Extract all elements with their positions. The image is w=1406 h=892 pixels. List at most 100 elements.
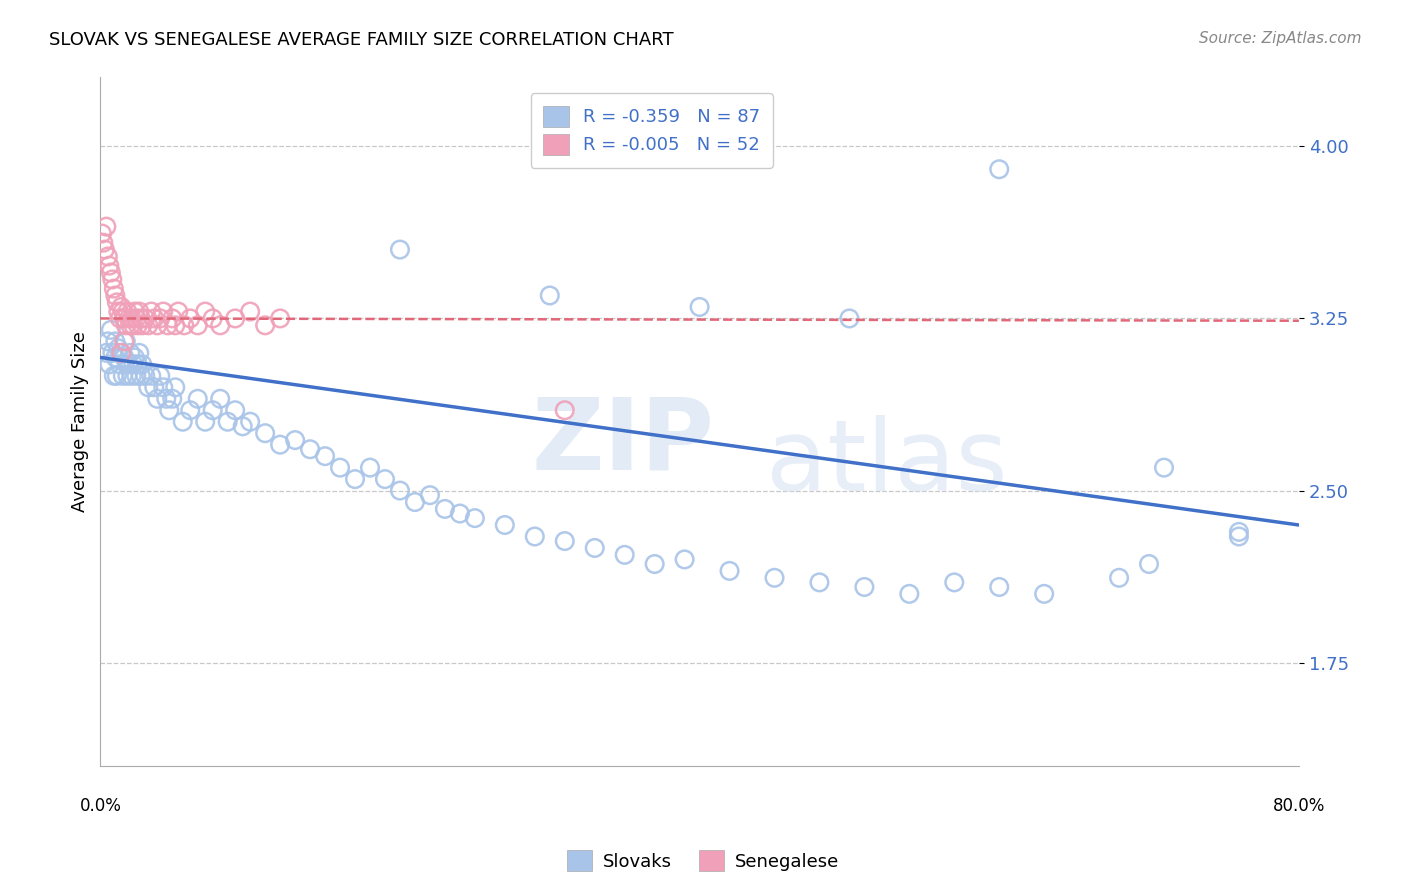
Point	[808, 575, 831, 590]
Point	[374, 472, 396, 486]
Point	[179, 311, 201, 326]
Point	[201, 403, 224, 417]
Point	[117, 368, 139, 383]
Point	[404, 495, 426, 509]
Point	[583, 541, 606, 555]
Point	[118, 311, 141, 326]
Point	[120, 318, 142, 333]
Point	[107, 304, 129, 318]
Point	[127, 318, 149, 333]
Point	[988, 580, 1011, 594]
Point	[194, 415, 217, 429]
Legend: R = -0.359   N = 87, R = -0.005   N = 52: R = -0.359 N = 87, R = -0.005 N = 52	[530, 94, 773, 168]
Point	[269, 438, 291, 452]
Point	[100, 323, 122, 337]
Text: 0.0%: 0.0%	[79, 797, 121, 814]
Point	[96, 219, 118, 234]
Text: SLOVAK VS SENEGALESE AVERAGE FAMILY SIZE CORRELATION CHART: SLOVAK VS SENEGALESE AVERAGE FAMILY SIZE…	[49, 31, 673, 49]
Point	[388, 243, 411, 257]
Point	[105, 368, 128, 383]
Text: ZIP: ZIP	[531, 394, 714, 491]
Point	[239, 415, 262, 429]
Point	[114, 334, 136, 349]
Point	[129, 368, 152, 383]
Point	[209, 392, 232, 406]
Legend: Slovaks, Senegalese: Slovaks, Senegalese	[560, 843, 846, 879]
Text: 80.0%: 80.0%	[1272, 797, 1324, 814]
Point	[111, 368, 134, 383]
Point	[269, 311, 291, 326]
Point	[97, 334, 120, 349]
Point	[314, 449, 336, 463]
Text: Source: ZipAtlas.com: Source: ZipAtlas.com	[1198, 31, 1361, 46]
Point	[112, 311, 135, 326]
Point	[152, 304, 174, 318]
Point	[201, 311, 224, 326]
Point	[172, 415, 194, 429]
Point	[129, 311, 152, 326]
Point	[131, 318, 153, 333]
Point	[359, 460, 381, 475]
Point	[167, 304, 190, 318]
Point	[187, 392, 209, 406]
Point	[104, 288, 127, 302]
Point	[187, 318, 209, 333]
Point	[134, 311, 156, 326]
Point	[209, 318, 232, 333]
Point	[179, 403, 201, 417]
Point	[162, 311, 184, 326]
Point	[763, 571, 786, 585]
Point	[538, 288, 561, 302]
Point	[104, 351, 127, 365]
Point	[943, 575, 966, 590]
Point	[838, 311, 860, 326]
Point	[165, 380, 187, 394]
Point	[554, 534, 576, 549]
Point	[194, 304, 217, 318]
Point	[98, 259, 121, 273]
Point	[134, 368, 156, 383]
Point	[103, 282, 125, 296]
Point	[128, 346, 150, 360]
Point	[284, 433, 307, 447]
Point	[464, 511, 486, 525]
Point	[128, 304, 150, 318]
Point	[143, 311, 166, 326]
Point	[108, 311, 131, 326]
Point	[613, 548, 636, 562]
Point	[344, 472, 367, 486]
Text: atlas: atlas	[765, 415, 1007, 511]
Point	[118, 357, 141, 371]
Point	[104, 334, 127, 349]
Point	[162, 392, 184, 406]
Point	[108, 357, 131, 371]
Point	[718, 564, 741, 578]
Point	[121, 311, 143, 326]
Point	[112, 334, 135, 349]
Point	[224, 311, 246, 326]
Point	[523, 529, 546, 543]
Point	[173, 318, 195, 333]
Point	[122, 318, 145, 333]
Point	[146, 318, 169, 333]
Point	[107, 341, 129, 355]
Point	[90, 227, 112, 241]
Point	[127, 357, 149, 371]
Point	[125, 368, 148, 383]
Point	[141, 304, 163, 318]
Point	[254, 426, 277, 441]
Y-axis label: Average Family Size: Average Family Size	[72, 331, 89, 512]
Point	[103, 368, 125, 383]
Point	[494, 518, 516, 533]
Point	[98, 357, 121, 371]
Point	[100, 266, 122, 280]
Point	[433, 502, 456, 516]
Point	[110, 300, 132, 314]
Point	[1033, 587, 1056, 601]
Point	[1227, 524, 1250, 539]
Point	[165, 318, 187, 333]
Point	[117, 304, 139, 318]
Point	[93, 235, 115, 250]
Point	[224, 403, 246, 417]
Point	[673, 552, 696, 566]
